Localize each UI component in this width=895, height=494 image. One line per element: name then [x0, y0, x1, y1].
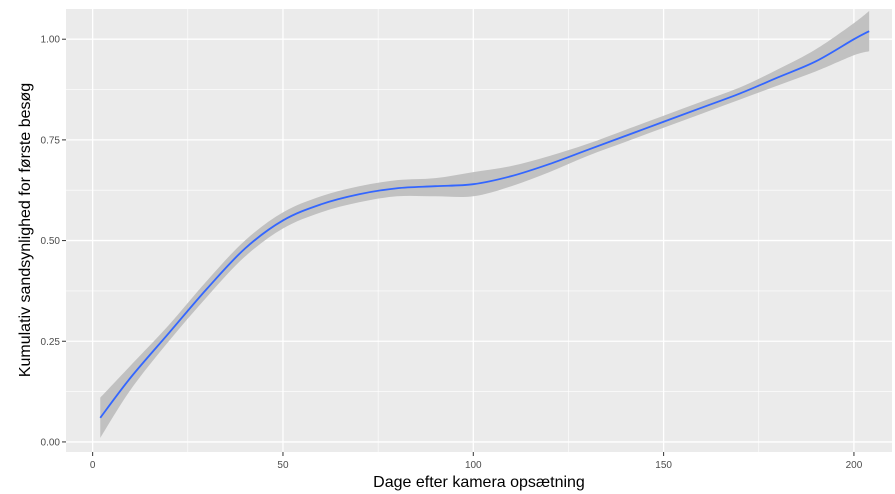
y-tick-label: 0.25	[41, 337, 61, 348]
x-tick-label: 200	[846, 460, 863, 471]
x-tick-label: 150	[655, 460, 672, 471]
x-tick-label: 50	[277, 460, 289, 471]
y-axis-title: Kumulativ sandsynlighed for første besøg	[17, 83, 34, 377]
y-tick-label: 1.00	[41, 35, 61, 46]
x-tick-label: 100	[465, 460, 482, 471]
x-axis-title: Dage efter kamera opsætning	[373, 474, 585, 491]
y-tick-label: 0.00	[41, 437, 61, 448]
x-tick-label: 0	[90, 460, 96, 471]
y-tick-label: 0.75	[41, 135, 61, 146]
y-tick-label: 0.50	[41, 236, 61, 247]
